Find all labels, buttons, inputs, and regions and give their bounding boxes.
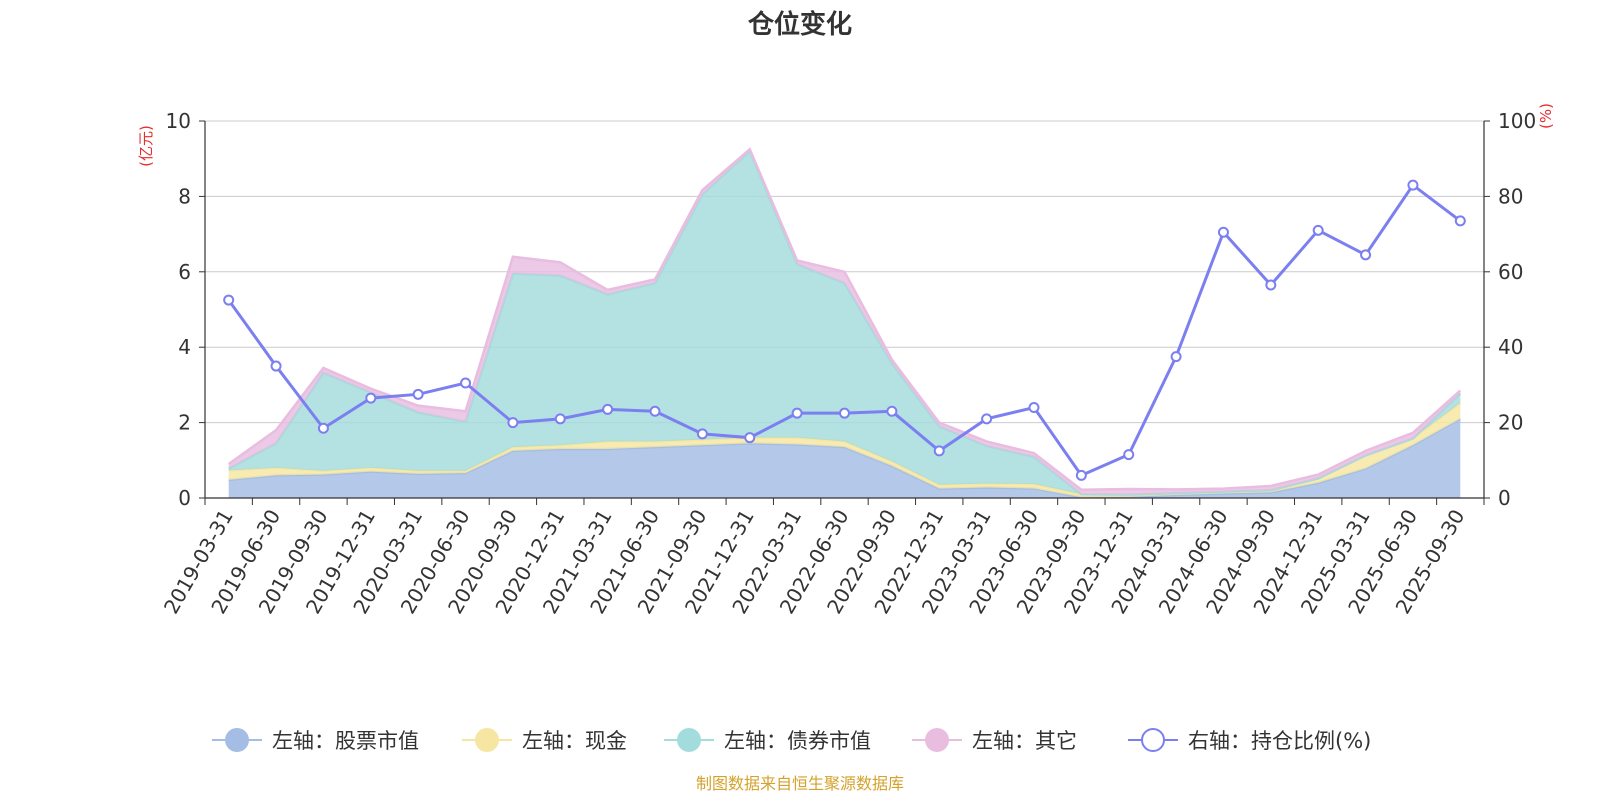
position-ratio-line: [223, 179, 1466, 481]
left-tick-label: 10: [166, 109, 191, 133]
ratio-point: [1312, 224, 1324, 236]
right-tick-label: 0: [1498, 486, 1511, 510]
left-tick-label: 2: [178, 411, 191, 435]
legend-label: 左轴：债券市值: [724, 729, 871, 753]
ratio-point: [1170, 351, 1182, 363]
ratio-point: [933, 445, 945, 457]
stacked-areas: [227, 147, 1462, 499]
ratio-point: [317, 422, 329, 434]
ratio-point: [460, 377, 472, 389]
legend-label: 左轴：现金: [522, 729, 627, 753]
left-axis-unit: (亿元): [137, 125, 155, 167]
right-tick-label: 60: [1498, 260, 1523, 284]
ratio-point: [507, 417, 519, 429]
legend: 左轴：股票市值 左轴：现金 左轴：债券市值 左轴：其它 右轴：持仓比例(%): [212, 728, 1371, 753]
legend-circle-icon: [925, 728, 949, 752]
chart-title: 仓位变化: [747, 9, 852, 40]
left-tick-label: 0: [178, 486, 191, 510]
ratio-point: [554, 413, 566, 425]
legend-label: 右轴：持仓比例(%): [1188, 729, 1371, 753]
ratio-point: [223, 294, 235, 306]
ratio-point: [649, 405, 661, 417]
right-axis-unit: (%): [1537, 103, 1555, 129]
ratio-point: [839, 407, 850, 419]
legend-circle-icon: [677, 728, 701, 752]
legend-label: 左轴：股票市值: [272, 729, 419, 753]
legend-circle-icon: [475, 728, 499, 752]
area-左轴：股票市值: [228, 418, 1461, 498]
ratio-point: [365, 392, 377, 404]
ratio-point: [1454, 215, 1466, 227]
ratio-point: [886, 405, 898, 417]
legend-label: 左轴：其它: [972, 729, 1077, 753]
legend-circle-icon: [225, 728, 249, 752]
ratio-point: [602, 403, 614, 415]
ratio-point: [981, 413, 993, 425]
ratio-point: [1028, 402, 1040, 414]
area-edge-左轴：其它: [227, 147, 1462, 491]
ratio-point: [412, 388, 424, 400]
right-tick-label: 20: [1498, 411, 1523, 435]
ratio-point: [1265, 279, 1277, 291]
left-tick-label: 8: [178, 184, 191, 208]
ratio-point: [270, 360, 282, 372]
ratio-point: [1123, 449, 1135, 461]
ratio-point: [1075, 469, 1087, 481]
ratio-point: [1407, 179, 1419, 191]
ratio-point: [791, 407, 803, 419]
ratio-point: [1217, 226, 1229, 238]
ratio-point: [696, 428, 708, 440]
ratio-point: [1360, 249, 1372, 261]
left-tick-label: 6: [178, 260, 191, 284]
legend-hollow-circle-icon: [1141, 728, 1165, 752]
right-tick-label: 100: [1498, 109, 1536, 133]
data-source-note: 制图数据来自恒生聚源数据库: [696, 774, 904, 793]
right-tick-label: 40: [1498, 335, 1523, 359]
left-tick-label: 4: [178, 335, 191, 359]
right-tick-label: 80: [1498, 184, 1523, 208]
area-左轴：债券市值: [228, 151, 1461, 495]
ratio-point: [744, 432, 756, 444]
